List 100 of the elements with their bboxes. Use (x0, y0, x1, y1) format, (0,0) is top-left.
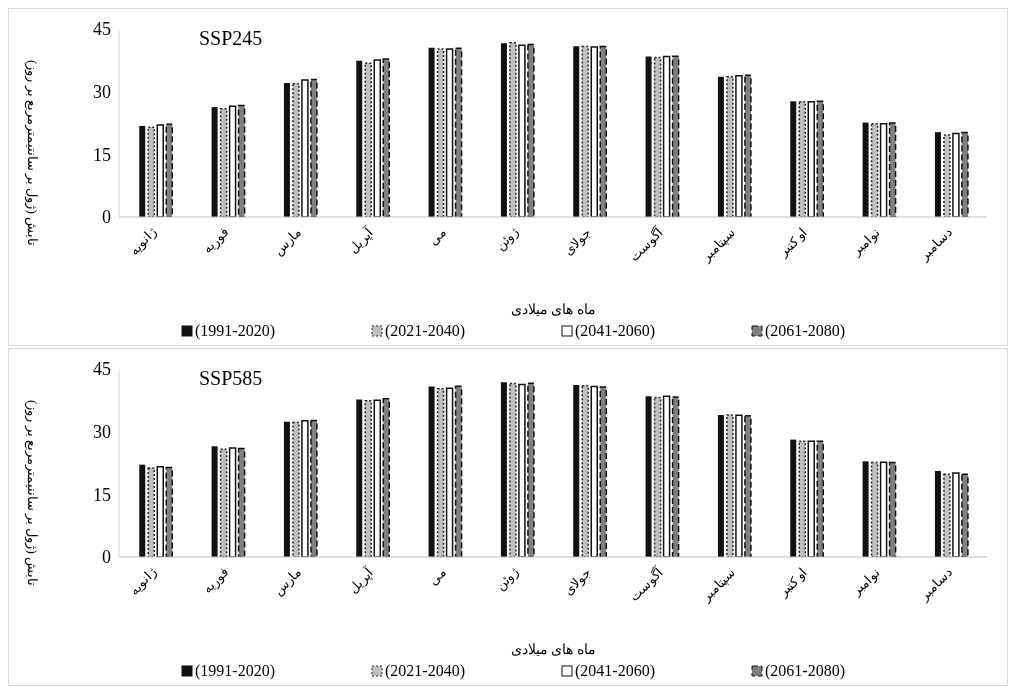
bar (790, 101, 797, 217)
bar (228, 447, 237, 557)
bar (790, 439, 797, 557)
y-tick-label: 0 (102, 547, 111, 568)
bar (237, 447, 246, 557)
bar (165, 123, 173, 217)
bar (165, 466, 173, 557)
bar (671, 396, 680, 557)
legend-label: (2021-2040) (384, 662, 465, 680)
bar (934, 132, 941, 217)
bar (573, 46, 580, 217)
bar (428, 386, 435, 557)
bar (662, 395, 671, 557)
bar (211, 107, 218, 217)
bar (139, 125, 146, 217)
bar (237, 104, 246, 217)
bar (500, 382, 507, 557)
bar (717, 76, 724, 217)
x-tick-label: جولای (560, 224, 595, 259)
legend-label: (2061-2080) (764, 322, 845, 340)
bar (382, 397, 390, 557)
legend-label: (2021-2040) (384, 322, 465, 340)
bar (888, 122, 897, 217)
y-tick-label: 15 (93, 484, 111, 505)
bar (879, 123, 888, 217)
x-tick-label: ژانویه (126, 564, 161, 599)
bar (645, 56, 652, 217)
bar (862, 461, 869, 557)
legend-label: (2041-2060) (574, 322, 655, 340)
bar (934, 470, 941, 557)
bar (454, 47, 463, 217)
x-tick-label: می (425, 564, 449, 588)
bar (590, 46, 598, 217)
bar (807, 100, 815, 217)
legend-label: (2041-2060) (574, 662, 655, 680)
y-tick-label: 30 (93, 82, 111, 103)
y-tick-label: 15 (93, 144, 111, 165)
bar (590, 385, 598, 557)
bar (356, 60, 363, 217)
x-tick-label: او کتبر (774, 224, 812, 261)
bar (816, 440, 824, 557)
bar (139, 464, 146, 557)
y-tick-label: 0 (102, 207, 111, 228)
x-tick-label: ژوئن (492, 224, 522, 255)
chart-title: SSP245 (199, 27, 263, 50)
bar (283, 421, 290, 557)
x-tick-label: آپریل (344, 563, 378, 597)
x-tick-label: فوریه (199, 564, 233, 598)
y-tick-label: 45 (93, 19, 111, 40)
bar (879, 461, 888, 557)
bar (717, 414, 724, 557)
bar (428, 47, 435, 217)
bar (807, 440, 815, 557)
bar (445, 48, 454, 217)
x-tick-label: آگوست (625, 223, 668, 265)
bar (373, 59, 381, 217)
bar (156, 466, 164, 557)
y-tick-label: 45 (93, 359, 111, 380)
bar (454, 385, 463, 557)
x-tick-label: دسامبر (916, 224, 956, 265)
x-tick-label: ژوئن (492, 564, 522, 595)
bar (356, 399, 363, 557)
x-tick-label: ژانویه (126, 224, 161, 259)
bar (573, 384, 580, 557)
x-tick-label: نوامبر (848, 224, 884, 260)
x-tick-label: دسامبر (916, 564, 956, 605)
x-tick-label: جولای (560, 564, 595, 599)
x-tick-label: مارس (270, 224, 305, 260)
bar (599, 45, 607, 217)
bar (816, 100, 824, 217)
legend-label: (1991-2020) (194, 322, 275, 340)
bar (671, 55, 680, 217)
x-tick-label: می (425, 224, 449, 248)
bar (862, 122, 869, 217)
y-axis-title: تابش (ژول بر سانتیمترمربع بر روز) (24, 60, 41, 246)
bar (211, 446, 218, 557)
bar (382, 58, 390, 217)
x-tick-label: مارس (270, 564, 305, 600)
legend-label: (1991-2020) (194, 662, 275, 680)
bar (156, 124, 164, 217)
bar (888, 461, 897, 557)
bar (500, 43, 507, 217)
bar (645, 396, 652, 557)
x-tick-label: آگوست (625, 563, 668, 605)
x-tick-label: سپتامبر (697, 224, 739, 266)
x-tick-label: آپریل (344, 223, 378, 257)
x-tick-label: نوامبر (848, 564, 884, 600)
bar (283, 82, 290, 217)
x-tick-label: فوریه (199, 224, 233, 258)
x-axis-title: ماه های میلادی (510, 642, 596, 657)
bar (373, 399, 381, 557)
bar (445, 387, 454, 557)
x-tick-label: سپتامبر (697, 564, 739, 606)
bar (662, 55, 671, 217)
x-tick-label: او کتبر (774, 564, 812, 601)
x-axis-title: ماه های میلادی (510, 302, 596, 317)
y-axis-title: تابش (ژول بر سانتیمترمربع بر روز) (24, 400, 41, 586)
y-tick-label: 30 (93, 422, 111, 443)
bar (228, 105, 237, 217)
chart-title: SSP585 (199, 367, 263, 390)
